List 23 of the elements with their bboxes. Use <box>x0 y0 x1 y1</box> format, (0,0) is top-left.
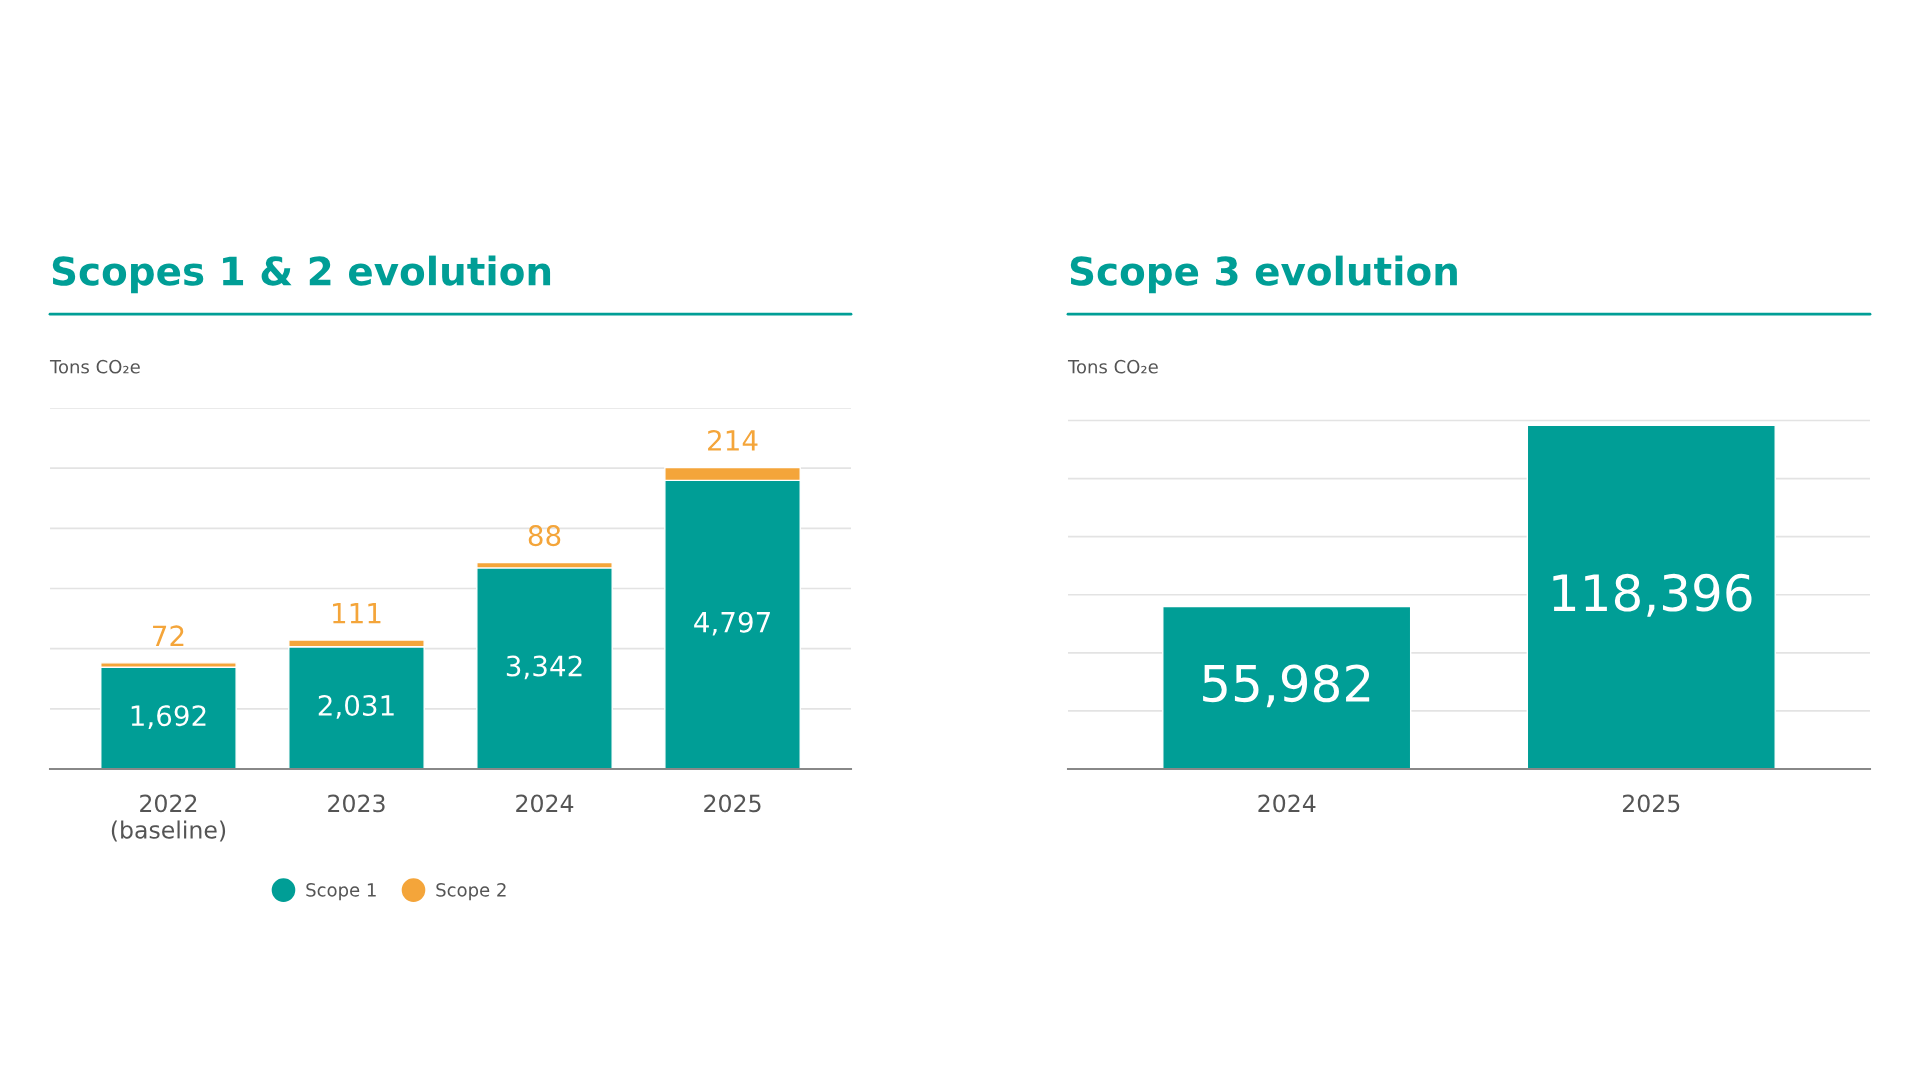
data-label: 3,342 <box>506 655 582 680</box>
legend-label: Scope 1 <box>306 883 376 901</box>
x-tick-label: 2025 <box>1622 794 1680 813</box>
legend-label: Scope 2 <box>436 883 506 901</box>
data-label: 214 <box>708 430 758 451</box>
data-label: 111 <box>333 602 381 624</box>
data-label: 72 <box>153 625 184 646</box>
x-tick-label: 2024 <box>516 794 574 813</box>
bar <box>100 666 237 769</box>
chart-title: Scopes 1 & 2 evolution <box>52 255 551 294</box>
data-label: 4,797 <box>694 611 770 636</box>
data-label: 88 <box>528 525 561 547</box>
data-label: 2,031 <box>318 694 394 719</box>
data-label: 118,396 <box>1553 573 1752 617</box>
y-axis-title: Tons CO₂e <box>49 359 140 374</box>
x-tick-label: 2023 <box>328 794 385 813</box>
y-axis-title: Tons CO₂e <box>1067 359 1158 374</box>
data-label: 1,692 <box>131 705 206 729</box>
x-tick-label: 2022 (baseline) <box>111 794 226 842</box>
data-label: 55,982 <box>1203 664 1370 708</box>
chart-title: Scope 3 evolution <box>1070 255 1457 294</box>
x-tick-label: 2025 <box>704 794 761 813</box>
x-tick-label: 2024 <box>1258 794 1316 813</box>
